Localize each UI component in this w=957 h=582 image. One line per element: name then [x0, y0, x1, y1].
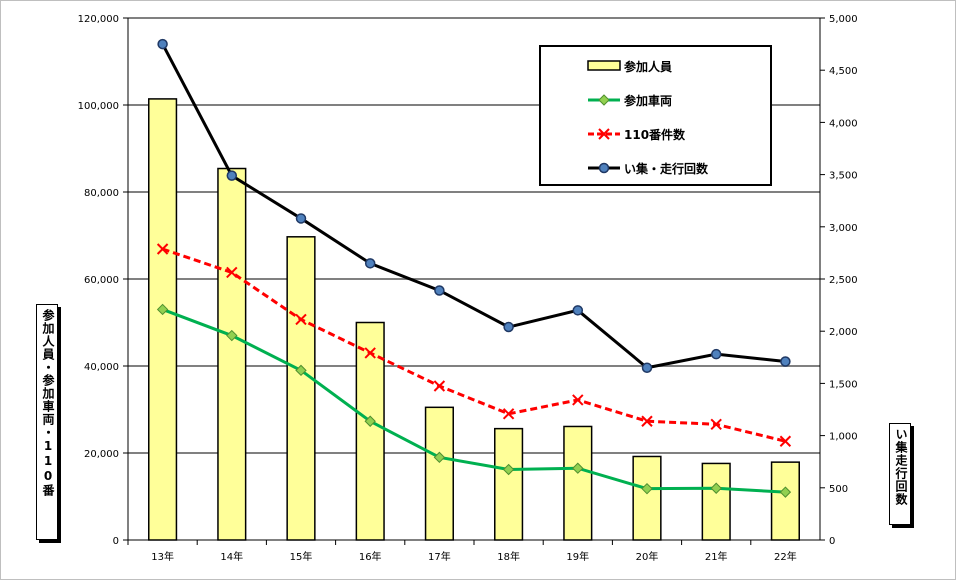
series-line-1 — [162, 308, 786, 494]
x-tick-label-7: 19年 — [566, 550, 589, 563]
point-cross-9 — [710, 418, 722, 430]
legend-label-1: 参加人員 — [624, 59, 672, 74]
legend-label-2: 参加車両 — [624, 93, 672, 108]
point-circle-8 — [641, 362, 653, 373]
series-line-2 — [162, 247, 786, 443]
point-circle-2 — [226, 170, 238, 181]
line-series — [156, 38, 792, 498]
legend-label-3: 110番件数 — [624, 127, 686, 142]
point-circle-1 — [157, 38, 168, 50]
point-cross-3 — [295, 313, 307, 326]
right-tick-label-4: 2,000 — [829, 327, 858, 338]
point-diamond-6 — [502, 463, 515, 476]
point-cross-4 — [364, 347, 376, 359]
right-tick-labels: 0 500 1,000 1,500 2,000 2,500 3,000 3,500 4,000 4… — [829, 14, 858, 547]
point-circle-9 — [710, 348, 722, 360]
x-tick-label-6: 18年 — [497, 550, 520, 563]
point-circle-3 — [295, 213, 307, 224]
legend-label-4: い集・走行回数 — [624, 161, 709, 176]
bar-series — [148, 98, 800, 541]
point-diamond-3 — [295, 364, 307, 377]
point-diamond-2 — [226, 329, 238, 342]
point-diamond-8 — [641, 482, 653, 495]
point-cross-1 — [156, 243, 169, 255]
right-tick-label-6: 3,000 — [829, 223, 858, 234]
x-tick-label-4: 16年 — [359, 550, 382, 563]
bar-9 — [701, 462, 731, 541]
x-tick-label-8: 20年 — [636, 550, 659, 563]
bar-3 — [286, 236, 316, 541]
right-tick-label-3: 1,500 — [829, 379, 858, 390]
x-tick-label-9: 21年 — [705, 550, 728, 563]
left-tick-label-0: 0 — [113, 536, 119, 547]
point-cross-8 — [641, 415, 653, 427]
point-cross-10 — [779, 435, 792, 447]
bar-6 — [494, 427, 524, 541]
right-axis-title: い集走行回数 — [889, 423, 911, 525]
x-tick-label-3: 15年 — [290, 550, 313, 563]
point-cross-5 — [433, 380, 446, 392]
x-tick-label-2: 14年 — [220, 550, 243, 563]
point-cross-2 — [226, 266, 238, 279]
bar-7 — [563, 425, 593, 541]
bar-1 — [148, 98, 178, 541]
right-tick-label-2: 1,000 — [829, 432, 858, 443]
point-diamond-9 — [710, 482, 722, 494]
legend-box — [539, 45, 772, 186]
right-tick-label-1: 500 — [829, 484, 848, 495]
series-line-3 — [161, 43, 786, 370]
point-diamond-1 — [156, 303, 169, 316]
bar-8 — [632, 455, 662, 541]
bar-10 — [770, 461, 800, 541]
x-tick-label-5: 17年 — [428, 550, 451, 563]
bar-4 — [355, 321, 385, 541]
left-tick-label-6: 120,000 — [78, 14, 119, 25]
x-tick-label-1: 13年 — [151, 550, 174, 563]
point-circle-4 — [364, 258, 376, 269]
left-tick-label-3: 60,000 — [84, 275, 119, 286]
axes — [123, 17, 825, 545]
point-circle-7 — [572, 305, 584, 316]
point-circle-10 — [780, 356, 791, 367]
bar-2 — [217, 167, 247, 541]
point-diamond-5 — [433, 451, 446, 464]
x-tick-labels: 13年 14年 15年 16年 17年 18年 19年 20年 21年 22年 — [151, 550, 797, 563]
legend-swatch-bar — [587, 60, 621, 71]
right-tick-label-10: 5,000 — [829, 14, 858, 25]
point-cross-7 — [572, 394, 584, 406]
left-tick-label-2: 40,000 — [84, 362, 119, 373]
point-circle-5 — [434, 285, 445, 296]
right-tick-label-5: 2,500 — [829, 275, 858, 286]
right-tick-label-9: 4,500 — [829, 66, 858, 77]
left-tick-labels: 0 20,000 40,000 60,000 80,000 100,000 120,000 — [78, 14, 119, 547]
legend-marker-circle — [598, 162, 610, 174]
left-tick-label-1: 20,000 — [84, 449, 119, 460]
right-tick-label-0: 0 — [829, 536, 835, 547]
legend-marker-cross — [598, 128, 610, 140]
point-circle-6 — [503, 321, 514, 333]
left-tick-label-4: 80,000 — [84, 188, 119, 199]
point-diamond-4 — [364, 415, 376, 427]
point-diamond-7 — [572, 462, 584, 474]
x-tick-label-10: 22年 — [774, 550, 797, 563]
right-tick-label-7: 3,500 — [829, 171, 858, 182]
point-diamond-10 — [779, 486, 792, 498]
left-tick-label-5: 100,000 — [78, 101, 119, 112]
left-axis-title: 参加人員・参加車両・110番 — [36, 304, 58, 540]
right-tick-label-8: 4,000 — [829, 118, 858, 129]
point-cross-6 — [502, 408, 515, 420]
bar-5 — [424, 406, 454, 541]
legend-marker-diamond — [598, 94, 610, 106]
